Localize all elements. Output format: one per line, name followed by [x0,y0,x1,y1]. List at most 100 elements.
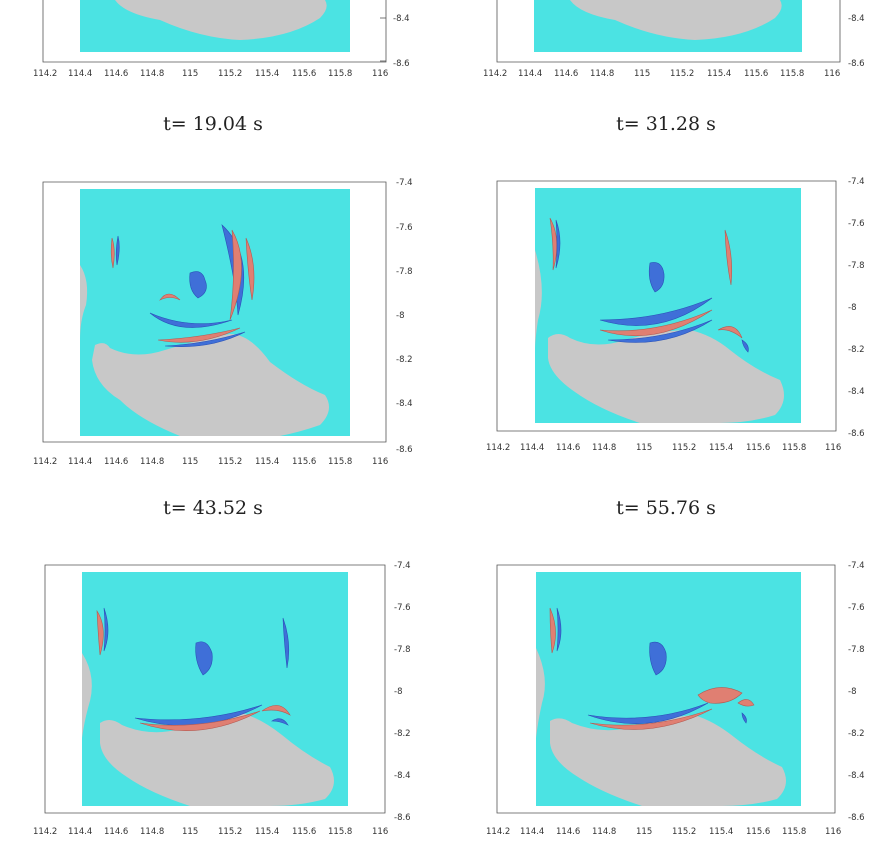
svg-text:114.8: 114.8 [592,827,616,837]
axes-frame [496,0,841,63]
svg-text:116: 116 [372,457,388,467]
svg-text:114.8: 114.8 [140,827,164,837]
svg-text:115.2: 115.2 [218,457,242,467]
svg-text:114.2: 114.2 [486,827,510,837]
svg-text:-8.4: -8.4 [394,771,411,781]
svg-text:-7.6: -7.6 [396,223,413,233]
panel-6: -7.4 -7.6 -7.8 -8 -8.2 -8.4 -8.6 114.2 1… [450,553,870,851]
svg-text:-8.2: -8.2 [848,345,865,355]
caption-t19: t= 19.04 s [163,113,263,135]
svg-text:-8: -8 [848,687,856,697]
svg-text:115: 115 [182,69,198,79]
svg-text:116: 116 [824,69,840,79]
land-mass-west [80,265,88,340]
x-tick-labels: 114.2 114.4 114.6 114.8 115 115.2 115.4 … [483,69,840,79]
x-tick-labels: 114.2 114.4 114.6 114.8 115 115.2 115.4 … [33,457,388,467]
svg-text:115: 115 [636,827,652,837]
plot-2: -8.4 -8.6 114.2 114.4 114.6 114.8 115 11… [483,0,865,79]
svg-text:-8.6: -8.6 [396,445,413,455]
caption-t55: t= 55.76 s [616,497,716,519]
svg-text:115: 115 [182,457,198,467]
svg-text:115.4: 115.4 [707,69,731,79]
svg-text:-8.4: -8.4 [396,399,413,409]
svg-text:114.2: 114.2 [33,827,57,837]
axes-frame [496,180,837,432]
svg-text:115.4: 115.4 [709,827,733,837]
svg-text:115.6: 115.6 [744,69,768,79]
panel-2: -8.4 -8.6 114.2 114.4 114.6 114.8 115 11… [450,0,870,80]
svg-text:-8.4: -8.4 [848,771,865,781]
plot-4: -7.4 -7.6 -7.8 -8 -8.2 -8.4 -8.6 114.2 1… [486,177,865,453]
svg-text:-7.6: -7.6 [394,603,411,613]
svg-text:-7.4: -7.4 [396,178,413,188]
plot-1: -8.4 -8.6 114.2 114.4 114.6 114.8 115 11… [33,0,410,79]
svg-text:114.6: 114.6 [104,827,128,837]
svg-text:115.2: 115.2 [218,69,242,79]
plot-6: -7.4 -7.6 -7.8 -8 -8.2 -8.4 -8.6 114.2 1… [486,561,865,837]
svg-text:-8.2: -8.2 [396,355,413,365]
land-mass [550,715,786,806]
panel-3: -7.4 -7.6 -7.8 -8 -8.2 -8.4 -8.6 114.2 1… [0,170,420,470]
svg-text:-7.6: -7.6 [848,219,865,229]
svg-text:115.4: 115.4 [255,827,279,837]
axes-frame [42,0,387,63]
svg-text:115.6: 115.6 [292,69,316,79]
svg-text:115.4: 115.4 [255,457,279,467]
svg-text:-8.6: -8.6 [394,813,411,823]
svg-text:116: 116 [372,69,388,79]
svg-text:114.4: 114.4 [68,69,92,79]
svg-text:116: 116 [825,827,841,837]
svg-text:-8.6: -8.6 [848,59,865,69]
y-tick-labels: -7.4 -7.6 -7.8 -8 -8.2 -8.4 -8.6 [394,561,411,823]
svg-text:115.8: 115.8 [328,827,352,837]
svg-text:115.6: 115.6 [292,457,316,467]
plot-3: -7.4 -7.6 -7.8 -8 -8.2 -8.4 -8.6 114.2 1… [33,178,413,467]
caption-t43: t= 43.52 s [163,497,263,519]
svg-text:-7.8: -7.8 [394,645,411,655]
axes-frame [496,564,836,814]
svg-text:115.2: 115.2 [218,827,242,837]
svg-text:-8: -8 [396,311,404,321]
x-tick-labels: 114.2 114.4 114.6 114.8 115 115.2 115.4 … [33,827,388,837]
svg-text:115.8: 115.8 [328,69,352,79]
svg-text:115.6: 115.6 [292,827,316,837]
svg-text:114.4: 114.4 [68,827,92,837]
panel-1: -8.4 -8.6 114.2 114.4 114.6 114.8 115 11… [0,0,420,80]
svg-text:114.6: 114.6 [554,69,578,79]
svg-text:114.6: 114.6 [556,443,580,453]
svg-text:114.2: 114.2 [483,69,507,79]
svg-text:114.4: 114.4 [518,69,542,79]
svg-text:114.4: 114.4 [520,827,544,837]
source-trough [195,641,213,676]
axes-frame [44,564,386,814]
svg-text:115.2: 115.2 [672,827,696,837]
svg-text:114.6: 114.6 [104,457,128,467]
svg-text:-8.4: -8.4 [848,14,865,24]
svg-text:115.8: 115.8 [782,443,806,453]
x-tick-labels: 114.2 114.4 114.6 114.8 115 115.2 115.4 … [33,69,388,79]
svg-text:114.2: 114.2 [486,443,510,453]
svg-text:115: 115 [182,827,198,837]
svg-text:114.6: 114.6 [556,827,580,837]
svg-text:-7.6: -7.6 [848,603,865,613]
y-tick-labels: -7.4 -7.6 -7.8 -8 -8.2 -8.4 -8.6 [848,561,865,823]
svg-text:115.8: 115.8 [780,69,804,79]
land-mass [548,330,784,423]
source-trough [649,641,667,676]
svg-text:114.2: 114.2 [33,457,57,467]
svg-text:-8: -8 [394,687,402,697]
panel-4: -7.4 -7.6 -7.8 -8 -8.2 -8.4 -8.6 114.2 1… [450,170,870,470]
svg-text:-7.8: -7.8 [848,261,865,271]
svg-text:-7.4: -7.4 [848,561,865,571]
svg-text:115.8: 115.8 [328,457,352,467]
svg-text:-8.2: -8.2 [848,729,865,739]
y-tick-label: -8.4 [393,14,410,24]
land-mass [100,713,334,806]
svg-text:-7.4: -7.4 [394,561,411,571]
panel-5: -7.4 -7.6 -7.8 -8 -8.2 -8.4 -8.6 114.2 1… [0,553,420,851]
svg-text:-7.8: -7.8 [848,645,865,655]
y-tick-label: -8.6 [393,59,410,69]
svg-text:115: 115 [634,69,650,79]
y-tick-labels: -7.4 -7.6 -7.8 -8 -8.2 -8.4 -8.6 [848,177,865,439]
source-trough [189,271,207,299]
